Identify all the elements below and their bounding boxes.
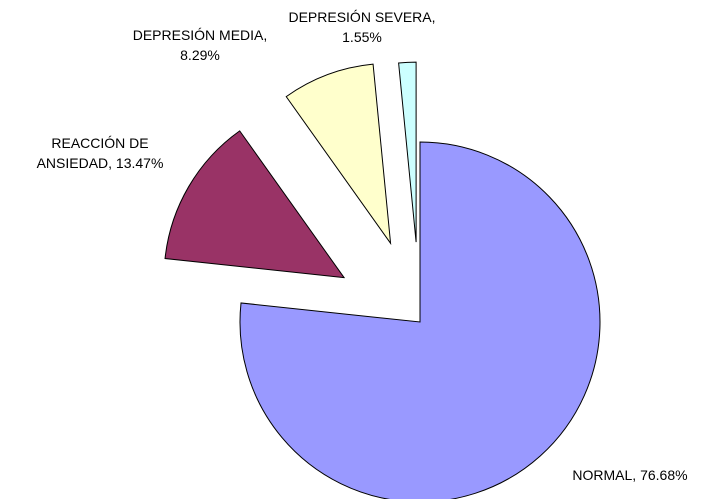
data-label: NORMAL, 76.68% xyxy=(572,467,687,483)
chart: NORMAL, 76.68%REACCIÓN DEANSIEDAD, 13.47… xyxy=(0,0,709,499)
